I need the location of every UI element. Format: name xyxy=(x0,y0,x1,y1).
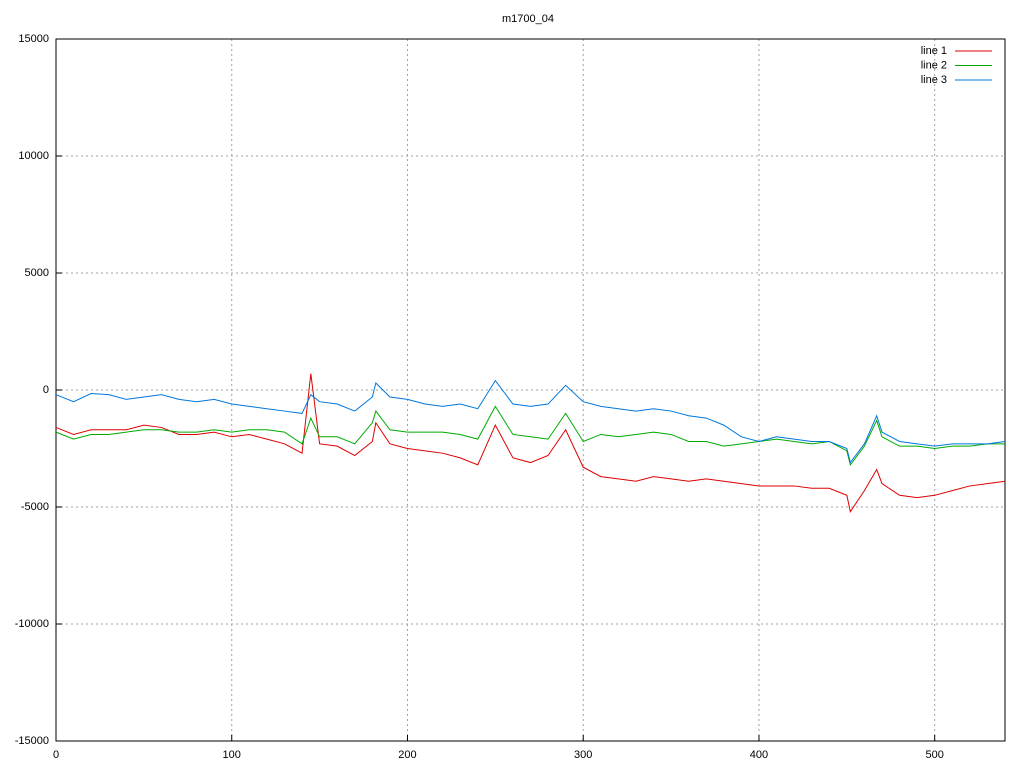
data-line xyxy=(55,405,1005,467)
y-tick-label: 15000 xyxy=(18,33,49,45)
legend-label: line 1 xyxy=(921,45,947,57)
y-tick-label: 0 xyxy=(43,384,49,396)
x-tick-label: 300 xyxy=(574,749,592,761)
x-tick-label: 200 xyxy=(398,749,416,761)
data-line xyxy=(55,379,1006,464)
plot-frame xyxy=(55,38,1006,742)
y-tick-label: -5000 xyxy=(21,501,49,513)
chart-title: m1700_04 xyxy=(502,13,554,25)
x-tick-label: 0 xyxy=(53,749,59,761)
y-tick-label: -15000 xyxy=(15,735,49,747)
legend-label: line 3 xyxy=(921,74,947,86)
y-tick-label: -10000 xyxy=(15,618,49,630)
y-tick-label: 10000 xyxy=(18,150,49,162)
x-tick-label: 400 xyxy=(750,749,768,761)
x-tick-label: 100 xyxy=(223,749,241,761)
data-line xyxy=(55,373,1006,513)
x-tick-label: 500 xyxy=(926,749,944,761)
legend-label: line 2 xyxy=(921,59,947,71)
y-tick-label: 5000 xyxy=(25,267,49,279)
